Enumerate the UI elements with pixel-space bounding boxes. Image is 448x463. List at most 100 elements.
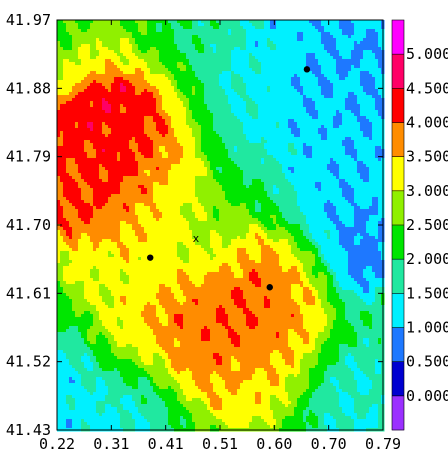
contour-cell bbox=[291, 20, 295, 24]
contour-cell bbox=[201, 140, 205, 144]
contour-cell bbox=[156, 38, 160, 42]
contour-cell bbox=[303, 20, 307, 24]
contour-cell bbox=[255, 50, 259, 54]
contour-cell bbox=[207, 62, 211, 66]
contour-cell bbox=[66, 50, 70, 54]
contour-cell bbox=[252, 119, 256, 123]
contour-cell bbox=[294, 152, 298, 156]
contour-cell bbox=[195, 116, 199, 120]
contour-cell bbox=[81, 86, 85, 90]
contour-cell bbox=[162, 95, 166, 99]
contour-cell bbox=[243, 98, 247, 102]
contour-cell bbox=[111, 35, 115, 39]
contour-cell bbox=[246, 131, 250, 135]
contour-cell bbox=[96, 83, 100, 87]
contour-cell bbox=[96, 98, 100, 102]
contour-cell bbox=[159, 44, 163, 48]
contour-cell bbox=[372, 47, 376, 51]
contour-cell bbox=[258, 89, 262, 93]
contour-cell bbox=[204, 50, 208, 54]
contour-cell bbox=[273, 35, 277, 39]
contour-cell bbox=[90, 101, 94, 105]
contour-cell bbox=[189, 143, 193, 147]
contour-cell bbox=[165, 101, 169, 105]
contour-cell bbox=[225, 122, 229, 126]
contour-cell bbox=[132, 50, 136, 54]
contour-cell bbox=[336, 62, 340, 66]
contour-cell bbox=[114, 95, 118, 99]
contour-cell bbox=[69, 137, 73, 141]
contour-cell bbox=[255, 110, 259, 114]
contour-cell bbox=[348, 119, 352, 123]
contour-cell bbox=[75, 29, 79, 33]
contour-cell bbox=[159, 26, 163, 30]
contour-cell bbox=[147, 83, 151, 87]
contour-cell bbox=[300, 32, 304, 36]
contour-cell bbox=[159, 41, 163, 45]
contour-cell bbox=[372, 26, 376, 30]
contour-cell bbox=[72, 83, 76, 87]
contour-cell bbox=[159, 101, 163, 105]
contour-cell bbox=[348, 152, 352, 156]
contour-cell bbox=[270, 86, 274, 90]
contour-cell bbox=[348, 98, 352, 102]
contour-cell bbox=[216, 20, 220, 24]
contour-cell bbox=[117, 38, 121, 42]
contour-cell bbox=[249, 56, 253, 60]
contour-cell bbox=[255, 155, 259, 159]
contour-cell bbox=[180, 116, 184, 120]
contour-cell bbox=[279, 107, 283, 111]
contour-cell bbox=[147, 98, 151, 102]
contour-cell bbox=[357, 71, 361, 75]
contour-cell bbox=[105, 47, 109, 51]
contour-cell bbox=[153, 77, 157, 81]
contour-cell bbox=[189, 128, 193, 132]
contour-cell bbox=[330, 152, 334, 156]
contour-cell bbox=[126, 59, 130, 63]
contour-cell bbox=[309, 125, 313, 129]
contour-cell bbox=[93, 83, 97, 87]
contour-cell bbox=[315, 50, 319, 54]
contour-cell bbox=[207, 95, 211, 99]
contour-cell bbox=[66, 71, 70, 75]
contour-cell bbox=[81, 77, 85, 81]
contour-cell bbox=[126, 35, 130, 39]
contour-cell bbox=[105, 44, 109, 48]
contour-cell bbox=[336, 38, 340, 42]
contour-cell bbox=[237, 68, 241, 72]
contour-cell bbox=[234, 68, 238, 72]
contour-cell bbox=[306, 107, 310, 111]
contour-cell bbox=[147, 35, 151, 39]
contour-cell bbox=[378, 134, 382, 138]
contour-cell bbox=[72, 119, 76, 123]
contour-cell bbox=[108, 38, 112, 42]
contour-cell bbox=[210, 62, 214, 66]
contour-cell bbox=[102, 44, 106, 48]
contour-cell bbox=[120, 119, 124, 123]
contour-cell bbox=[180, 38, 184, 42]
contour-cell bbox=[315, 155, 319, 159]
contour-cell bbox=[90, 26, 94, 30]
contour-cell bbox=[273, 110, 277, 114]
contour-cell bbox=[210, 131, 214, 135]
contour-cell bbox=[267, 107, 271, 111]
contour-cell bbox=[108, 152, 112, 156]
contour-cell bbox=[318, 122, 322, 126]
contour-cell bbox=[150, 113, 154, 117]
contour-cell bbox=[123, 110, 127, 114]
contour-cell bbox=[228, 134, 232, 138]
contour-cell bbox=[240, 38, 244, 42]
contour-cell bbox=[120, 122, 124, 126]
contour-cell bbox=[360, 98, 364, 102]
contour-cell bbox=[111, 29, 115, 33]
contour-cell bbox=[117, 152, 121, 156]
contour-cell bbox=[129, 56, 133, 60]
contour-cell bbox=[228, 116, 232, 120]
contour-cell bbox=[210, 89, 214, 93]
contour-cell bbox=[237, 134, 241, 138]
contour-cell bbox=[93, 35, 97, 39]
contour-cell bbox=[303, 104, 307, 108]
contour-cell bbox=[126, 122, 130, 126]
contour-cell bbox=[153, 140, 157, 144]
contour-cell bbox=[135, 125, 139, 129]
